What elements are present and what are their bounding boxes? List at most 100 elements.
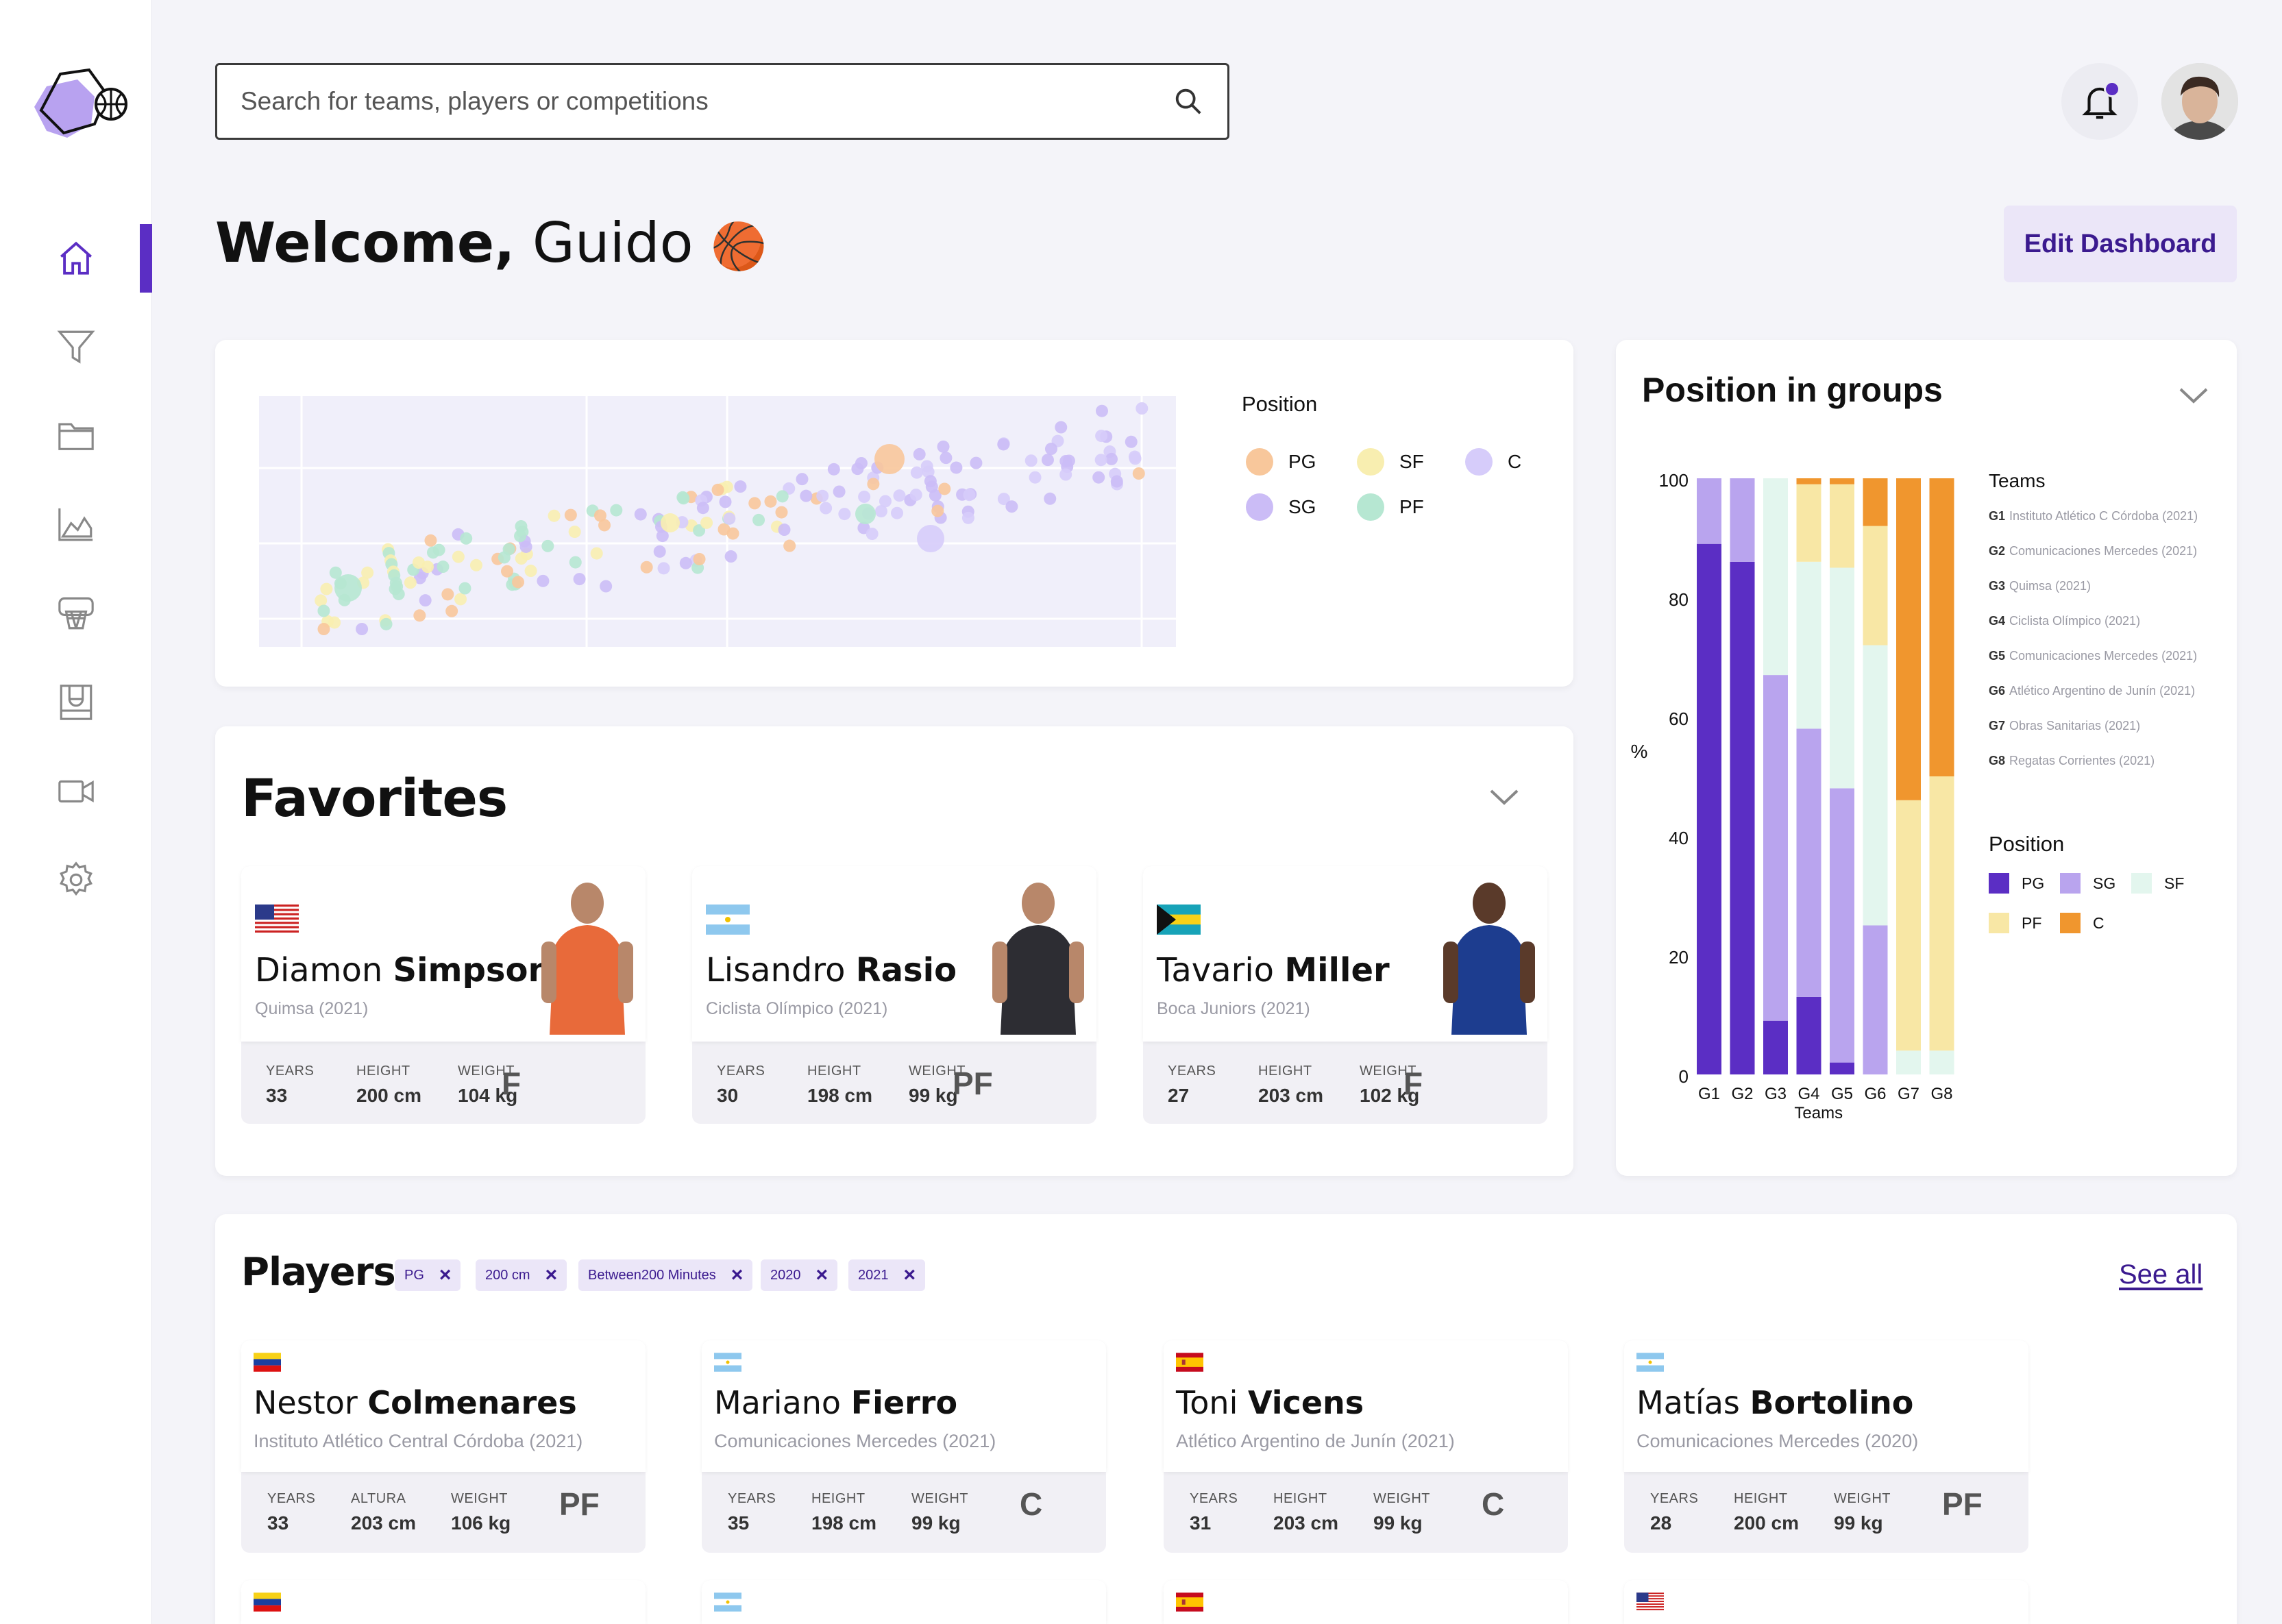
scatter-point bbox=[317, 604, 330, 617]
favorite-player-card[interactable]: Tavario Miller Boca Juniors (2021) YEARS… bbox=[1143, 866, 1547, 1124]
scatter-point bbox=[524, 565, 537, 578]
flag-argentina-icon bbox=[1636, 1353, 1664, 1372]
search-bar[interactable]: Search for teams, players or competition… bbox=[215, 63, 1229, 140]
groups-collapse-chevron-icon[interactable] bbox=[2176, 385, 2211, 406]
filter-chip-label: 2020 bbox=[770, 1267, 801, 1283]
scatter-point bbox=[997, 438, 1010, 451]
teams-legend-code: G6 bbox=[1989, 684, 2005, 698]
player-card[interactable]: Toni Vicens Atlético Argentino de Junín … bbox=[1164, 1340, 1568, 1553]
favorite-player-card[interactable]: Lisandro Rasio Ciclista Olímpico (2021) … bbox=[692, 866, 1096, 1124]
player-name: Diamon Simpson bbox=[255, 951, 552, 989]
player-name: Nestor Colmenares bbox=[254, 1384, 577, 1421]
player-stat: HEIGHT 200 cm bbox=[1734, 1491, 1799, 1534]
player-stat: HEIGHT 203 cm bbox=[1258, 1063, 1323, 1106]
bar-segment-pf-g5 bbox=[1830, 484, 1854, 568]
player-flag bbox=[254, 1592, 281, 1612]
remove-filter-close-icon[interactable]: × bbox=[815, 1264, 829, 1286]
scatter-point bbox=[634, 508, 647, 521]
bar-segment-c-g7 bbox=[1896, 478, 1921, 800]
player-card[interactable]: Mariano Fierro Comunicaciones Mercedes (… bbox=[702, 1340, 1106, 1553]
scatter-point bbox=[413, 609, 426, 622]
user-avatar[interactable] bbox=[2161, 63, 2238, 140]
scatter-point bbox=[432, 543, 445, 556]
teams-legend-title: Teams bbox=[1989, 470, 2045, 491]
favorites-collapse-chevron-icon[interactable] bbox=[1487, 787, 1521, 807]
scatter-point bbox=[454, 593, 467, 606]
see-all-link[interactable]: See all bbox=[2119, 1259, 2203, 1290]
nav-filter[interactable] bbox=[0, 312, 152, 381]
scatter-point bbox=[679, 556, 692, 569]
nav-video[interactable] bbox=[0, 757, 152, 826]
position-groups-chart: Position in groups 0 20 40 60 80 100% G1 G2 G3 G4 G… bbox=[1631, 371, 2198, 1122]
bar-segment-c-g4 bbox=[1796, 478, 1821, 484]
player-flag bbox=[1176, 1592, 1203, 1612]
bar-segment-sg-g5 bbox=[1830, 788, 1854, 1063]
scatter-point bbox=[419, 594, 432, 607]
x-tick-label: G6 bbox=[1864, 1085, 1886, 1103]
teams-legend-name: Comunicaciones Mercedes (2021) bbox=[2009, 544, 2197, 558]
player-stat: YEARS 30 bbox=[717, 1063, 765, 1106]
nav-teams[interactable] bbox=[0, 579, 152, 648]
nav-home[interactable] bbox=[0, 224, 152, 293]
nav-court[interactable] bbox=[0, 668, 152, 737]
bar-segment-pf-g8 bbox=[1929, 776, 1954, 1051]
bar-segment-sg-g4 bbox=[1796, 728, 1821, 997]
scatter-point bbox=[1044, 443, 1057, 456]
player-position: F bbox=[1403, 1066, 1423, 1101]
app-logo[interactable] bbox=[26, 59, 132, 141]
nav-folder[interactable] bbox=[0, 402, 152, 470]
scatter-point bbox=[1095, 404, 1108, 417]
scatter-point bbox=[1132, 467, 1145, 480]
folder-icon bbox=[58, 423, 94, 450]
player-position: C bbox=[1482, 1486, 1505, 1522]
player-card-header: Matías Bortolino Comunicaciones Mercedes… bbox=[1624, 1340, 2028, 1472]
remove-filter-close-icon[interactable]: × bbox=[439, 1264, 452, 1286]
remove-filter-close-icon[interactable]: × bbox=[731, 1264, 744, 1286]
favorite-player-card[interactable]: Diamon Simpson Quimsa (2021) YEARS 33 HEIG… bbox=[241, 866, 646, 1124]
player-card[interactable]: Nestor Colmenares Instituto Atlético Cen… bbox=[241, 1340, 646, 1553]
scatter-point bbox=[752, 513, 765, 526]
edit-dashboard-button[interactable]: Edit Dashboard bbox=[2004, 206, 2237, 282]
basketball-hoop-icon bbox=[58, 597, 94, 630]
search-input[interactable]: Search for teams, players or competition… bbox=[241, 87, 709, 115]
player-card-header bbox=[1624, 1580, 2028, 1624]
flag-spain-icon bbox=[1176, 1353, 1203, 1372]
scatter-point bbox=[1092, 471, 1105, 484]
scatter-point bbox=[997, 493, 1010, 506]
scatter-point bbox=[640, 561, 653, 574]
scatter-legend-c: C bbox=[1465, 448, 1521, 476]
remove-filter-close-icon[interactable]: × bbox=[903, 1264, 916, 1286]
player-card[interactable] bbox=[1164, 1580, 1568, 1624]
search-icon[interactable] bbox=[1173, 86, 1204, 117]
scatter-legend-sf: SF bbox=[1357, 448, 1424, 476]
player-stat: HEIGHT 198 cm bbox=[811, 1491, 876, 1534]
scatter-point bbox=[437, 561, 450, 574]
flag-argentina-icon bbox=[706, 905, 750, 935]
scatter-point bbox=[541, 539, 554, 552]
nav-stats[interactable] bbox=[0, 491, 152, 559]
notifications-button[interactable] bbox=[2061, 63, 2138, 140]
filter-icon bbox=[57, 330, 95, 364]
x-tick-label: G2 bbox=[1731, 1085, 1753, 1103]
teams-legend-name: Quimsa (2021) bbox=[2009, 579, 2091, 593]
remove-filter-close-icon[interactable]: × bbox=[545, 1264, 558, 1286]
scatter-point bbox=[610, 504, 623, 517]
scatter-point bbox=[796, 473, 809, 486]
welcome-heading: Welcome, Guido 🏀 bbox=[215, 206, 767, 284]
scatter-point bbox=[600, 580, 613, 593]
player-card[interactable]: Matías Bortolino Comunicaciones Mercedes… bbox=[1624, 1340, 2028, 1553]
player-card[interactable] bbox=[702, 1580, 1106, 1624]
scatter-point bbox=[922, 465, 935, 478]
player-card[interactable] bbox=[1624, 1580, 2028, 1624]
x-axis-label: Teams bbox=[1794, 1104, 1843, 1122]
player-photo bbox=[541, 883, 633, 1035]
teams-legend-code: G7 bbox=[1989, 719, 2005, 733]
scatter-point bbox=[1125, 435, 1138, 448]
scatter-point bbox=[879, 495, 892, 508]
scatter-point bbox=[1136, 402, 1149, 415]
player-card[interactable] bbox=[241, 1580, 646, 1624]
scatter-point bbox=[328, 616, 341, 629]
bar-segment-pf-g6 bbox=[1863, 526, 1888, 645]
player-name: Tavario Miller bbox=[1157, 951, 1390, 989]
nav-settings[interactable] bbox=[0, 846, 152, 914]
